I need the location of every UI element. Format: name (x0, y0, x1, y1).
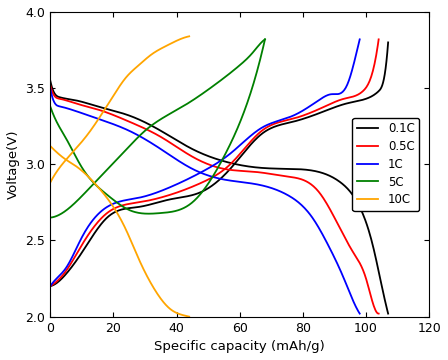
Y-axis label: Voltage(V): Voltage(V) (7, 130, 20, 199)
X-axis label: Specific capacity (mAh/g): Specific capacity (mAh/g) (154, 340, 325, 353)
Legend: 0.1C, 0.5C, 1C, 5C, 10C: 0.1C, 0.5C, 1C, 5C, 10C (353, 118, 419, 211)
